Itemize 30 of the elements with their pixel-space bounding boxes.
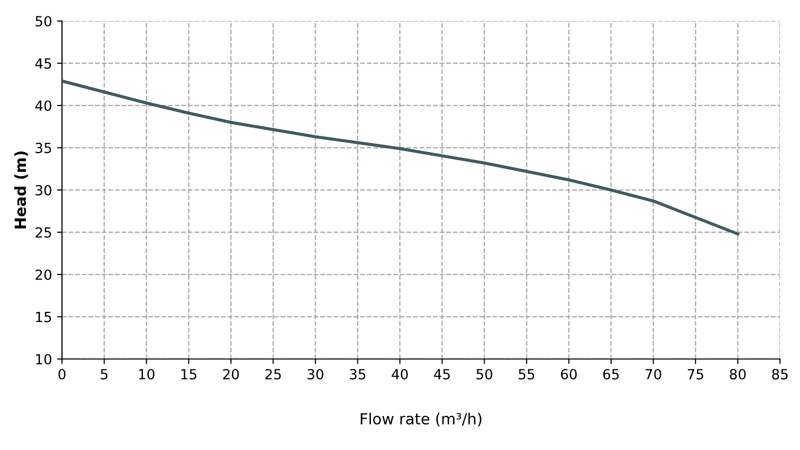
- y-tick-label: 25: [36, 227, 52, 238]
- y-tick-label: 35: [36, 142, 52, 154]
- x-tick-label: 75: [688, 369, 704, 380]
- x-tick-label: 25: [265, 368, 281, 380]
- y-tick-label: 15: [36, 312, 52, 322]
- y-axis-title: Head (m): [14, 152, 28, 228]
- x-tick-label: 40: [392, 368, 408, 380]
- x-tick-label: 35: [350, 368, 366, 380]
- y-tick-label: 45: [35, 58, 52, 69]
- x-tick-label: 50: [476, 368, 492, 380]
- x-tick-label: 15: [181, 369, 196, 380]
- x-tick-label: 80: [730, 368, 746, 380]
- line-series: [62, 79, 740, 236]
- x-tick-label: 30: [308, 368, 324, 380]
- y-tick-label: 20: [36, 269, 52, 280]
- y-tick-label: 30: [36, 184, 52, 196]
- y-tick-label: 40: [35, 100, 52, 111]
- x-tick-label: 60: [560, 368, 577, 380]
- x-tick-label: 70: [646, 368, 662, 380]
- x-tick-label: 5: [100, 369, 108, 380]
- x-tick-label: 85: [772, 368, 788, 380]
- y-tick-label: 10: [36, 354, 52, 364]
- x-tick-label: 0: [58, 368, 66, 380]
- x-tick-label: 55: [518, 369, 534, 380]
- x-tick-label: 65: [603, 368, 619, 380]
- x-tick-label: 45: [434, 369, 450, 380]
- x-tick-label: 20: [223, 368, 239, 380]
- x-tick-label: 10: [139, 368, 154, 380]
- x-axis-title: Flow rate (m³/h): [360, 412, 482, 426]
- y-tick-label: 50: [36, 16, 52, 26]
